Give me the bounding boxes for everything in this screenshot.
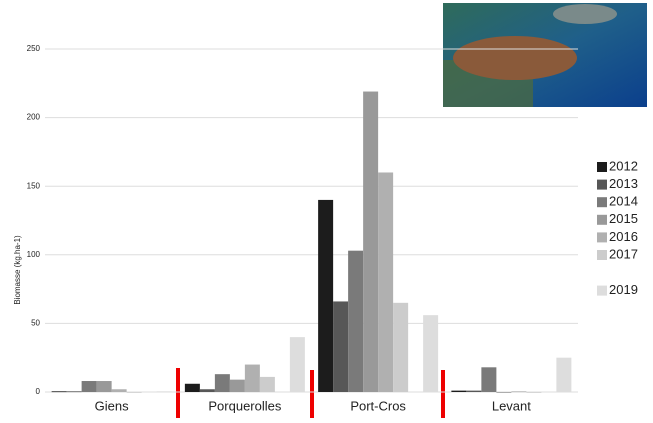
- y-tick-label: 150: [27, 181, 41, 190]
- bar: [229, 379, 245, 392]
- bar: [126, 392, 142, 393]
- legend-swatch: [597, 162, 607, 172]
- bar: [244, 364, 260, 392]
- legend-swatch: [597, 232, 607, 243]
- bar: [481, 367, 497, 392]
- bar: [378, 172, 394, 392]
- bar: [259, 376, 275, 392]
- legend-swatch: [597, 179, 607, 190]
- legend-label: 2015: [609, 211, 638, 226]
- bar: [96, 381, 112, 392]
- bar: [556, 357, 572, 392]
- bar: [393, 302, 409, 392]
- bar: [184, 383, 200, 392]
- bar: [466, 390, 482, 392]
- y-tick-label: 0: [36, 387, 41, 396]
- bar: [496, 392, 512, 393]
- y-tick-label: 200: [27, 113, 41, 122]
- legend-label: 2012: [609, 158, 638, 173]
- bar: [156, 391, 172, 393]
- legend-label: 2013: [609, 176, 638, 191]
- x-tick-label: Giens: [95, 398, 129, 413]
- bar: [511, 391, 527, 393]
- bar: [66, 391, 82, 393]
- y-tick-label: 250: [27, 44, 41, 53]
- bar: [289, 337, 305, 392]
- bar: [214, 374, 230, 392]
- y-tick-label: 50: [31, 319, 40, 328]
- legend-label: 2017: [609, 246, 638, 261]
- x-tick-label: Levant: [492, 398, 531, 413]
- photo: [443, 3, 647, 107]
- bar: [318, 199, 334, 392]
- y-tick-label: 100: [27, 250, 41, 259]
- bar: [111, 389, 127, 392]
- bar: [363, 91, 379, 393]
- bar: [333, 301, 349, 392]
- legend-swatch: [597, 214, 607, 225]
- bar: [451, 390, 467, 392]
- bar: [348, 250, 364, 392]
- x-tick-label: Porquerolles: [208, 398, 281, 413]
- y-axis-label: Biomasse (kg.ha-1): [13, 235, 22, 305]
- bar: [423, 315, 439, 392]
- bar: [526, 392, 542, 393]
- legend-label: 2016: [609, 229, 638, 244]
- bar: [199, 389, 215, 392]
- bar: [51, 391, 67, 393]
- legend-swatch: [597, 197, 607, 208]
- x-tick-label: Port-Cros: [350, 398, 406, 413]
- legend-swatch: [597, 285, 607, 296]
- legend-label: 2019: [609, 282, 638, 297]
- legend-swatch: [597, 250, 607, 260]
- legend-label: 2014: [609, 194, 638, 209]
- bar: [81, 381, 97, 392]
